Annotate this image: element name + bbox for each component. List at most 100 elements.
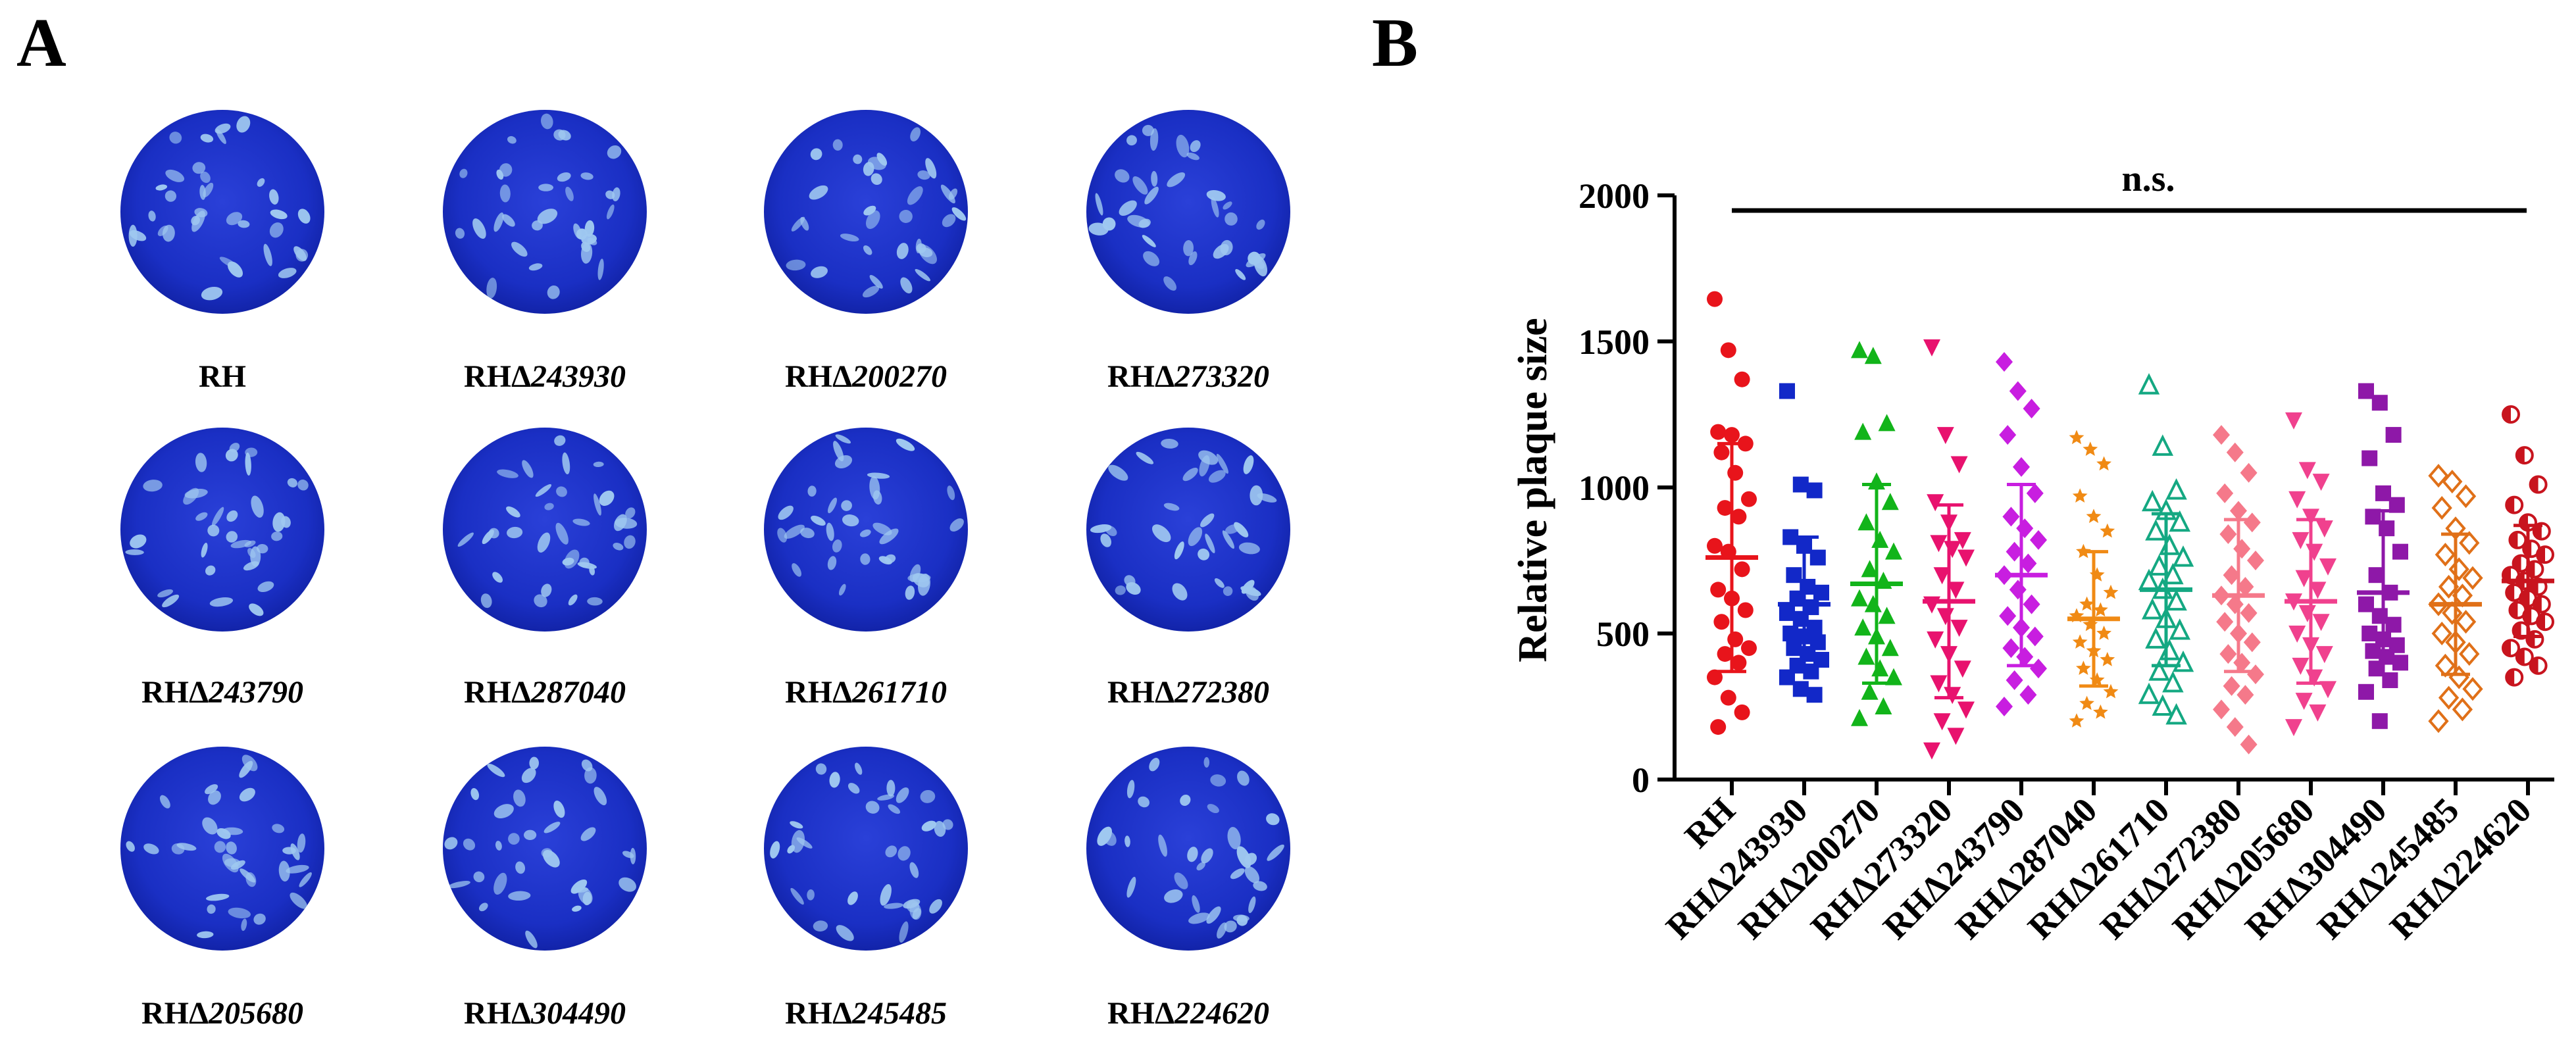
data-point bbox=[2152, 694, 2174, 716]
data-point bbox=[1957, 549, 1975, 567]
data-point bbox=[1927, 631, 1944, 649]
data-point bbox=[2219, 524, 2237, 545]
data-point bbox=[1881, 639, 1899, 657]
data-point bbox=[2002, 638, 2020, 658]
data-point bbox=[1957, 701, 1975, 719]
data-point bbox=[2100, 652, 2115, 666]
data-point bbox=[2285, 412, 2302, 430]
data-point bbox=[1954, 532, 1971, 549]
data-point bbox=[1878, 414, 1896, 432]
data-point bbox=[2292, 532, 2310, 549]
plate-label: RHΔ273320 bbox=[1107, 359, 1269, 394]
data-point bbox=[2016, 647, 2034, 667]
data-point bbox=[2292, 657, 2310, 675]
ns-annotation: n.s. bbox=[2122, 159, 2175, 199]
panel-a-label: A bbox=[16, 4, 66, 81]
data-point bbox=[2379, 520, 2395, 537]
y-tick-label: 0 bbox=[1632, 760, 1650, 800]
data-point bbox=[2138, 682, 2160, 705]
data-point bbox=[2026, 626, 2044, 647]
data-point bbox=[1933, 567, 1951, 585]
data-point bbox=[2148, 554, 2170, 576]
plaque-spots bbox=[786, 127, 967, 298]
data-point bbox=[1741, 640, 1757, 657]
data-point bbox=[1710, 582, 1727, 598]
plate-label-strain: RH bbox=[199, 359, 246, 394]
data-point bbox=[2371, 608, 2388, 624]
data-point bbox=[1927, 494, 1944, 512]
data-point bbox=[1779, 605, 1795, 621]
data-point bbox=[2226, 717, 2244, 737]
data-point bbox=[1813, 584, 1829, 601]
series-5 bbox=[1995, 352, 2048, 716]
data-point bbox=[2079, 695, 2094, 710]
plaque-spots bbox=[1088, 124, 1268, 291]
data-point bbox=[1713, 614, 1730, 630]
plate-label-gene: 224620 bbox=[1174, 996, 1269, 1031]
data-point bbox=[2223, 676, 2240, 696]
data-point bbox=[2298, 605, 2316, 622]
data-point bbox=[1947, 728, 1965, 745]
data-point-fill bbox=[2503, 407, 2511, 422]
plate-well bbox=[1086, 428, 1290, 632]
data-point bbox=[1878, 607, 1896, 624]
data-point bbox=[2295, 570, 2313, 587]
data-point bbox=[2230, 501, 2247, 521]
data-point bbox=[2219, 644, 2237, 664]
data-point bbox=[2165, 478, 2187, 500]
data-point-fill bbox=[2506, 497, 2515, 513]
series-8 bbox=[2212, 425, 2265, 755]
plate-label: RHΔ243790 bbox=[141, 675, 303, 710]
plate-label-gene: 304490 bbox=[530, 996, 626, 1031]
data-point bbox=[1792, 610, 1809, 627]
data-point bbox=[1734, 561, 1750, 578]
series-3 bbox=[1850, 341, 1903, 726]
data-point-fill bbox=[2503, 640, 2511, 657]
data-point-fill bbox=[2530, 657, 2538, 674]
data-point bbox=[2236, 576, 2254, 597]
data-point bbox=[2385, 427, 2402, 443]
data-point bbox=[1944, 687, 1961, 705]
data-point bbox=[2226, 442, 2244, 462]
data-point bbox=[1741, 491, 1757, 507]
data-point bbox=[2240, 462, 2258, 483]
data-point bbox=[1944, 541, 1961, 558]
data-point bbox=[2169, 510, 2191, 532]
data-point bbox=[2093, 602, 2108, 617]
data-point bbox=[1720, 342, 1736, 359]
data-point bbox=[2141, 598, 2163, 620]
data-point bbox=[2243, 512, 2261, 533]
data-point bbox=[1930, 675, 1948, 693]
data-point bbox=[2455, 610, 2477, 634]
plate-label-gene: 200270 bbox=[851, 359, 947, 394]
series-12 bbox=[2502, 405, 2554, 687]
data-point bbox=[2358, 596, 2374, 612]
y-axis: 0 500 1000 1500 2000 bbox=[1578, 176, 1677, 800]
plate-label-strain: RHΔ bbox=[141, 996, 209, 1031]
data-point bbox=[2365, 643, 2381, 659]
data-point-fill bbox=[2537, 614, 2545, 630]
data-point bbox=[2371, 395, 2388, 411]
y-axis-label: Relative plaque size bbox=[1511, 318, 1555, 662]
series-11 bbox=[2428, 464, 2483, 733]
data-point bbox=[1996, 352, 2013, 372]
y-tick-label: 1500 bbox=[1578, 322, 1650, 362]
data-point bbox=[2243, 632, 2261, 653]
data-point bbox=[1861, 682, 1879, 700]
data-point bbox=[1851, 341, 1868, 359]
plate-label: RHΔ200270 bbox=[785, 359, 947, 394]
data-point bbox=[2385, 616, 2402, 633]
data-point bbox=[1923, 742, 1940, 760]
data-point bbox=[1782, 626, 1799, 641]
plaque-spots bbox=[1090, 438, 1277, 601]
data-point bbox=[1734, 704, 1750, 720]
data-point bbox=[2069, 713, 2084, 728]
data-point bbox=[2315, 520, 2333, 538]
data-point bbox=[2213, 425, 2230, 445]
plate-label: RHΔ243930 bbox=[464, 359, 626, 394]
data-point bbox=[2072, 488, 2088, 503]
data-point bbox=[1936, 608, 1954, 626]
plaque-spots bbox=[126, 755, 312, 939]
plate-label-gene: 287040 bbox=[530, 675, 626, 710]
plate-4: RHΔ273320 bbox=[1086, 110, 1290, 394]
